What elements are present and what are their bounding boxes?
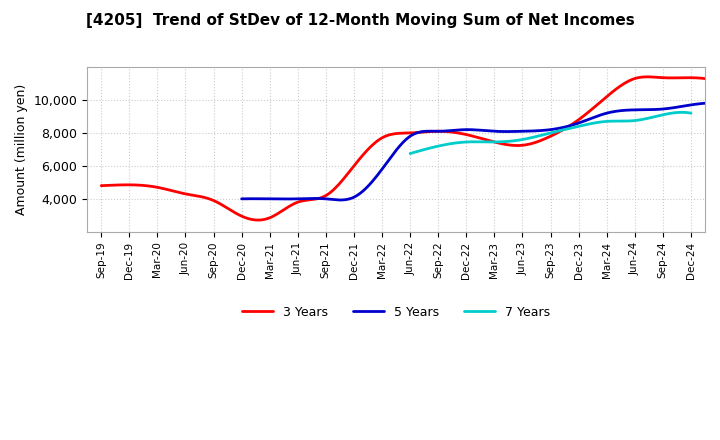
7 Years [642,116,651,121]
3 Years [254,217,263,223]
3 Years [464,132,473,138]
7 Years [678,110,686,115]
Text: [4205]  Trend of StDev of 12-Month Moving Sum of Net Incomes: [4205] Trend of StDev of 12-Month Moving… [86,13,634,28]
7 Years [660,112,669,117]
7 Years [407,150,415,156]
5 Years [238,196,246,202]
Y-axis label: Amount (million yen): Amount (million yen) [15,84,28,215]
5 Years [531,128,540,133]
3 Years [99,183,107,188]
5 Years [642,107,650,112]
3 Years [97,183,106,188]
5 Years [521,128,530,134]
Legend: 3 Years, 5 Years, 7 Years: 3 Years, 5 Years, 7 Years [237,301,556,324]
5 Years [523,128,532,134]
5 Years [708,100,717,106]
7 Years [573,124,582,129]
3 Years [642,74,651,80]
5 Years [239,196,248,202]
3 Years [477,136,486,141]
3 Years [467,133,475,138]
5 Years [715,101,720,106]
Line: 5 Years: 5 Years [242,103,719,200]
7 Years [572,124,581,129]
3 Years [715,79,720,84]
5 Years [336,198,345,203]
Line: 7 Years: 7 Years [410,112,691,154]
7 Years [577,123,586,128]
7 Years [687,110,696,116]
3 Years [661,75,670,81]
7 Years [406,151,415,156]
5 Years [672,105,680,110]
Line: 3 Years: 3 Years [102,77,719,220]
3 Years [620,81,629,86]
